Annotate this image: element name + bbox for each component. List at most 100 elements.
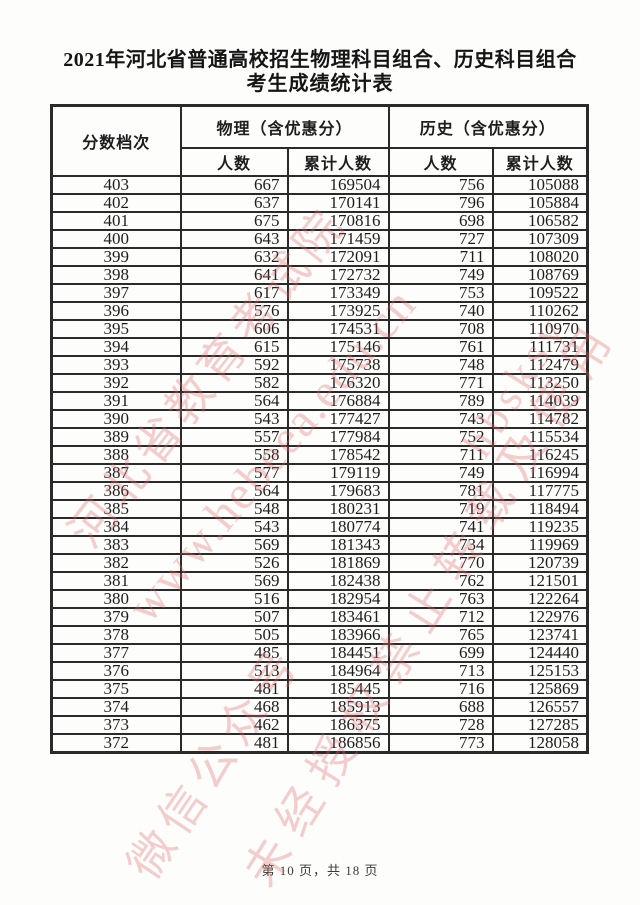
cell-history-count: 770 (387, 553, 494, 573)
cell-history-cumulative: 108769 (491, 265, 589, 285)
cell-history-cumulative: 110970 (491, 319, 589, 339)
cell-score-level: 378 (50, 625, 182, 645)
cell-physics-count: 592 (179, 355, 289, 375)
cell-score-level: 374 (50, 697, 182, 717)
cell-history-count: 728 (387, 715, 494, 735)
cell-physics-cumulative: 184451 (286, 643, 390, 663)
cell-history-count: 711 (387, 247, 494, 267)
score-statistics-table: 分数档次 物理（含优惠分） 历史（含优惠分） 人数 累计人数 人数 累计人数 4… (50, 104, 590, 754)
cell-history-cumulative: 116245 (491, 445, 589, 465)
header-history-count: 人数 (387, 147, 494, 177)
cell-physics-count: 507 (179, 607, 289, 627)
cell-physics-count: 485 (179, 643, 289, 663)
cell-physics-cumulative: 181343 (286, 535, 390, 555)
cell-score-level: 372 (50, 733, 182, 754)
cell-history-cumulative: 111731 (491, 337, 589, 357)
cell-history-cumulative: 121501 (491, 571, 589, 591)
cell-physics-cumulative: 179119 (286, 463, 390, 483)
table-row: 392 582 176320 771 113250 (50, 373, 589, 393)
table-row: 395 606 174531 708 110970 (50, 319, 589, 339)
cell-history-cumulative: 118494 (491, 499, 589, 519)
cell-history-cumulative: 125869 (491, 679, 589, 699)
cell-physics-cumulative: 180774 (286, 517, 390, 537)
cell-physics-cumulative: 185445 (286, 679, 390, 699)
table-row: 400 643 171459 727 107309 (50, 229, 589, 249)
cell-history-count: 763 (387, 589, 494, 609)
cell-physics-cumulative: 182438 (286, 571, 390, 591)
table-row: 380 516 182954 763 122264 (50, 589, 589, 609)
cell-physics-count: 557 (179, 427, 289, 447)
cell-history-cumulative: 126557 (491, 697, 589, 717)
cell-history-count: 789 (387, 391, 494, 411)
cell-physics-cumulative: 186375 (286, 715, 390, 735)
table-row: 388 558 178542 711 116245 (50, 445, 589, 465)
cell-physics-cumulative: 186856 (286, 733, 390, 754)
header-score-level: 分数档次 (50, 104, 182, 177)
table-row: 376 513 184964 713 125153 (50, 661, 589, 681)
cell-score-level: 395 (50, 319, 182, 339)
cell-history-cumulative: 120739 (491, 553, 589, 573)
cell-history-cumulative: 122976 (491, 607, 589, 627)
cell-physics-count: 675 (179, 211, 289, 231)
cell-history-cumulative: 107309 (491, 229, 589, 249)
cell-physics-count: 543 (179, 517, 289, 537)
cell-physics-count: 606 (179, 319, 289, 339)
cell-physics-count: 462 (179, 715, 289, 735)
cell-history-cumulative: 106582 (491, 211, 589, 231)
cell-history-count: 741 (387, 517, 494, 537)
cell-score-level: 379 (50, 607, 182, 627)
cell-physics-count: 505 (179, 625, 289, 645)
cell-history-cumulative: 124440 (491, 643, 589, 663)
cell-physics-cumulative: 181869 (286, 553, 390, 573)
cell-physics-count: 615 (179, 337, 289, 357)
table-row: 398 641 172732 749 108769 (50, 265, 589, 285)
cell-history-cumulative: 117775 (491, 481, 589, 501)
cell-physics-count: 543 (179, 409, 289, 429)
cell-history-cumulative: 115534 (491, 427, 589, 447)
cell-physics-cumulative: 175146 (286, 337, 390, 357)
cell-history-cumulative: 122264 (491, 589, 589, 609)
table-body: 403 667 169504 756 105088 402 637 170141 796 1058… (50, 175, 589, 754)
cell-history-cumulative: 128058 (491, 733, 589, 754)
cell-history-count: 716 (387, 679, 494, 699)
cell-score-level: 394 (50, 337, 182, 357)
cell-physics-count: 468 (179, 697, 289, 717)
cell-history-count: 743 (387, 409, 494, 429)
cell-physics-cumulative: 170141 (286, 193, 390, 213)
cell-physics-cumulative: 173349 (286, 283, 390, 303)
cell-history-cumulative: 108020 (491, 247, 589, 267)
table-row: 372 481 186856 773 128058 (50, 733, 589, 754)
cell-score-level: 392 (50, 373, 182, 393)
cell-history-count: 711 (387, 445, 494, 465)
cell-physics-cumulative: 172091 (286, 247, 390, 267)
cell-score-level: 375 (50, 679, 182, 699)
cell-physics-cumulative: 172732 (286, 265, 390, 285)
cell-score-level: 399 (50, 247, 182, 267)
table-row: 373 462 186375 728 127285 (50, 715, 589, 735)
table-row: 379 507 183461 712 122976 (50, 607, 589, 627)
cell-history-count: 748 (387, 355, 494, 375)
header-history-group: 历史（含优惠分） (387, 104, 589, 149)
cell-physics-cumulative: 178542 (286, 445, 390, 465)
cell-physics-count: 641 (179, 265, 289, 285)
cell-physics-cumulative: 180231 (286, 499, 390, 519)
table-row: 382 526 181869 770 120739 (50, 553, 589, 573)
cell-physics-cumulative: 170816 (286, 211, 390, 231)
cell-score-level: 387 (50, 463, 182, 483)
cell-history-count: 713 (387, 661, 494, 681)
cell-physics-cumulative: 179683 (286, 481, 390, 501)
cell-history-count: 765 (387, 625, 494, 645)
cell-physics-count: 526 (179, 553, 289, 573)
cell-physics-count: 481 (179, 679, 289, 699)
cell-history-count: 773 (387, 733, 494, 754)
cell-history-cumulative: 114782 (491, 409, 589, 429)
cell-history-count: 749 (387, 265, 494, 285)
cell-score-level: 380 (50, 589, 182, 609)
cell-physics-cumulative: 176884 (286, 391, 390, 411)
cell-score-level: 385 (50, 499, 182, 519)
cell-score-level: 401 (50, 211, 182, 231)
cell-physics-cumulative: 169504 (286, 175, 390, 195)
cell-history-count: 719 (387, 499, 494, 519)
page-title-line2: 考生成绩统计表 (246, 73, 394, 95)
cell-score-level: 381 (50, 571, 182, 591)
